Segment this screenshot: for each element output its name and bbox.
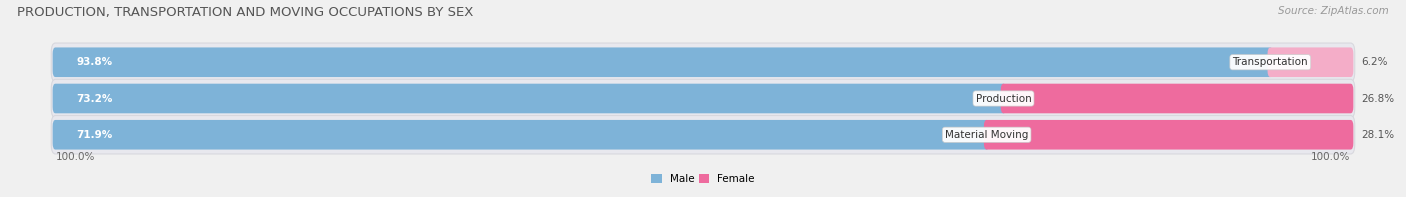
Text: 6.2%: 6.2% [1361, 57, 1388, 67]
Legend: Male, Female: Male, Female [651, 174, 755, 184]
FancyBboxPatch shape [984, 120, 1354, 150]
FancyBboxPatch shape [51, 43, 1355, 82]
Text: 28.1%: 28.1% [1361, 130, 1395, 140]
FancyBboxPatch shape [52, 84, 1007, 113]
Text: Transportation: Transportation [1233, 57, 1308, 67]
FancyBboxPatch shape [1001, 84, 1354, 113]
Text: Material Moving: Material Moving [945, 130, 1028, 140]
Text: 93.8%: 93.8% [76, 57, 112, 67]
Text: 73.2%: 73.2% [76, 94, 112, 103]
FancyBboxPatch shape [51, 79, 1355, 118]
Text: PRODUCTION, TRANSPORTATION AND MOVING OCCUPATIONS BY SEX: PRODUCTION, TRANSPORTATION AND MOVING OC… [17, 6, 474, 19]
Text: Source: ZipAtlas.com: Source: ZipAtlas.com [1278, 6, 1389, 16]
Text: 100.0%: 100.0% [1312, 152, 1351, 163]
FancyBboxPatch shape [52, 47, 1272, 77]
FancyBboxPatch shape [52, 120, 990, 150]
Text: Production: Production [976, 94, 1032, 103]
Text: 26.8%: 26.8% [1361, 94, 1395, 103]
FancyBboxPatch shape [51, 115, 1355, 154]
FancyBboxPatch shape [1268, 47, 1354, 77]
Text: 71.9%: 71.9% [76, 130, 112, 140]
Text: 100.0%: 100.0% [55, 152, 94, 163]
